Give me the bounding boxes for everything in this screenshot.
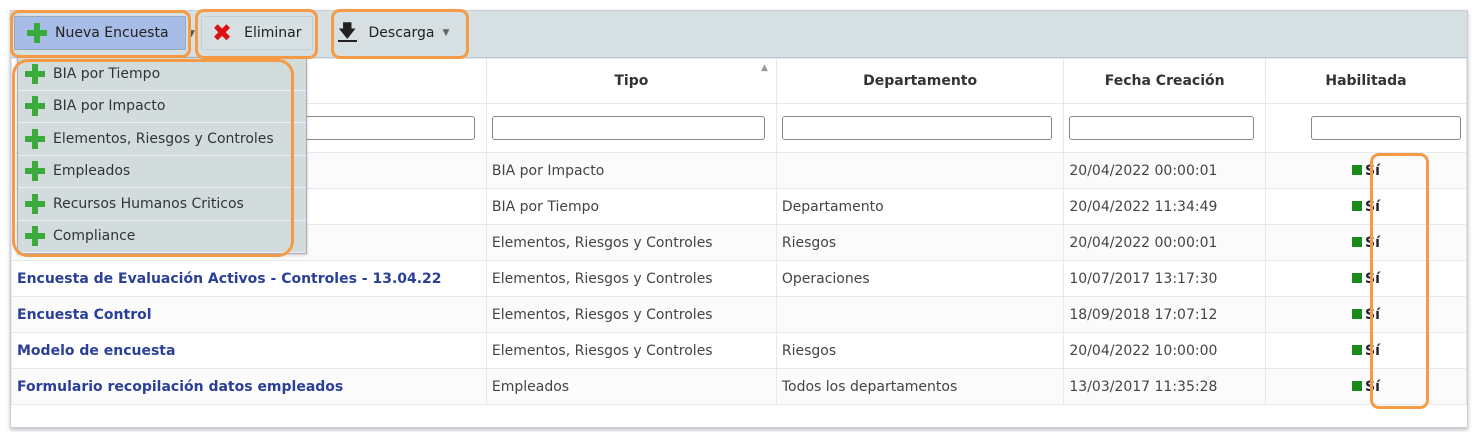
plus-icon xyxy=(25,96,45,117)
survey-name-link[interactable]: Encuesta Control xyxy=(11,296,487,333)
habilitada-cell: Sí xyxy=(1264,188,1467,225)
table-row[interactable]: Formulario recopilación datos empleados … xyxy=(11,368,1467,405)
plus-icon xyxy=(25,63,45,84)
fecha-cell: 20/04/2022 00:00:01 xyxy=(1063,224,1266,261)
menu-item-label: Compliance xyxy=(53,228,136,245)
menu-item-label: Elementos, Riesgos y Controles xyxy=(53,130,274,147)
download-icon: 🡇 xyxy=(338,21,357,42)
enabled-label: Sí xyxy=(1365,342,1380,359)
fecha-cell: 13/03/2017 11:35:28 xyxy=(1063,368,1266,405)
close-icon: ✖ xyxy=(212,19,233,47)
departamento-cell: Operaciones xyxy=(775,260,1065,297)
plus-icon xyxy=(25,161,45,182)
delete-label: Eliminar xyxy=(244,25,302,41)
plus-icon xyxy=(25,193,45,214)
filter-departamento-input[interactable] xyxy=(781,116,1053,140)
enabled-label: Sí xyxy=(1365,306,1380,323)
menu-item[interactable]: BIA por Impacto xyxy=(18,91,306,123)
menu-item-label: BIA por Impacto xyxy=(53,98,166,115)
departamento-cell: Riesgos xyxy=(775,224,1065,261)
plus-icon xyxy=(25,128,45,149)
chevron-down-icon: ▼ xyxy=(442,28,450,38)
enabled-label: Sí xyxy=(1365,162,1380,179)
menu-item-label: Recursos Humanos Criticos xyxy=(53,195,244,212)
enabled-label: Sí xyxy=(1365,234,1380,251)
filter-tipo-input[interactable] xyxy=(491,116,765,140)
filter-fecha-cell xyxy=(1063,103,1266,153)
filter-hab-cell xyxy=(1264,103,1467,153)
tipo-label: Tipo xyxy=(614,73,649,89)
enabled-label: Sí xyxy=(1365,198,1380,215)
delete-button[interactable]: ✖ Eliminar xyxy=(201,16,313,50)
departamento-cell xyxy=(775,296,1065,333)
new-survey-dropdown-arrow[interactable]: ▼ xyxy=(188,29,195,39)
table-row[interactable]: Encuesta de Evaluación Activos - Control… xyxy=(11,260,1467,297)
survey-name-link[interactable]: Encuesta de Evaluación Activos - Control… xyxy=(11,260,487,297)
filter-tipo-cell xyxy=(485,103,777,153)
tipo-cell: Empleados xyxy=(485,368,777,405)
new-survey-label: Nueva Encuesta xyxy=(55,25,169,41)
enabled-status-icon xyxy=(1352,308,1363,319)
sort-asc-icon: ▲ xyxy=(760,63,768,73)
download-label: Descarga xyxy=(368,25,435,41)
plus-icon xyxy=(27,23,47,43)
habilitada-cell: Sí xyxy=(1264,368,1467,405)
fecha-cell: 20/04/2022 11:34:49 xyxy=(1063,188,1266,225)
table-row[interactable]: Encuesta Control Elementos, Riesgos y Co… xyxy=(11,296,1467,333)
menu-item[interactable]: Compliance xyxy=(18,221,306,253)
menu-item[interactable]: Empleados xyxy=(18,156,306,188)
filter-dep-cell xyxy=(775,103,1065,153)
plus-icon xyxy=(25,226,45,247)
menu-item-label: Empleados xyxy=(53,163,131,180)
enabled-status-icon xyxy=(1352,164,1363,175)
habilitada-cell: Sí xyxy=(1264,332,1467,369)
toolbar: Nueva Encuesta ▼ ✖ Eliminar 🡇 Descarga ▼ xyxy=(11,11,1467,60)
habilitada-cell: Sí xyxy=(1264,296,1467,333)
table-row[interactable]: Modelo de encuesta Elementos, Riesgos y … xyxy=(11,332,1467,369)
enabled-label: Sí xyxy=(1365,378,1380,395)
tipo-cell: Elementos, Riesgos y Controles xyxy=(485,296,777,333)
filter-habilitada-input[interactable] xyxy=(1310,116,1461,140)
habilitada-cell: Sí xyxy=(1264,260,1467,297)
fecha-cell: 10/07/2017 13:17:30 xyxy=(1063,260,1266,297)
col-header-tipo[interactable]: Tipo ▲ xyxy=(485,58,777,104)
tipo-cell: Elementos, Riesgos y Controles xyxy=(485,332,777,369)
enabled-label: Sí xyxy=(1365,270,1380,287)
col-header-departamento[interactable]: Departamento xyxy=(775,58,1065,104)
habilitada-cell: Sí xyxy=(1264,152,1467,189)
enabled-status-icon xyxy=(1352,344,1363,355)
tipo-cell: BIA por Tiempo xyxy=(485,188,777,225)
enabled-status-icon xyxy=(1352,380,1363,391)
tipo-cell: Elementos, Riesgos y Controles xyxy=(485,260,777,297)
departamento-cell: Departamento xyxy=(775,188,1065,225)
new-survey-button[interactable]: Nueva Encuesta xyxy=(14,16,186,50)
fecha-cell: 18/09/2018 17:07:12 xyxy=(1063,296,1266,333)
departamento-cell xyxy=(775,152,1065,189)
departamento-cell: Riesgos xyxy=(775,332,1065,369)
menu-item-label: BIA por Tiempo xyxy=(53,65,161,82)
menu-item[interactable]: Elementos, Riesgos y Controles xyxy=(18,123,306,156)
filter-fecha-input[interactable] xyxy=(1069,116,1254,140)
tipo-cell: Elementos, Riesgos y Controles xyxy=(485,224,777,261)
menu-item[interactable]: Recursos Humanos Criticos xyxy=(18,188,306,221)
departamento-cell: Todos los departamentos xyxy=(775,368,1065,405)
menu-item[interactable]: BIA por Tiempo xyxy=(18,58,306,91)
download-button[interactable]: 🡇 Descarga ▼ xyxy=(334,16,470,50)
tipo-cell: BIA por Impacto xyxy=(485,152,777,189)
survey-name-link[interactable]: Modelo de encuesta xyxy=(11,332,487,369)
fecha-cell: 20/04/2022 00:00:01 xyxy=(1063,152,1266,189)
enabled-status-icon xyxy=(1352,272,1363,283)
enabled-status-icon xyxy=(1352,200,1363,211)
fecha-cell: 20/04/2022 10:00:00 xyxy=(1063,332,1266,369)
habilitada-cell: Sí xyxy=(1264,224,1467,261)
col-header-fecha[interactable]: Fecha Creación xyxy=(1063,58,1266,104)
new-survey-menu: BIA por Tiempo BIA por Impacto Elementos, … xyxy=(17,57,307,254)
survey-name-link[interactable]: Formulario recopilación datos empleados xyxy=(11,368,487,405)
col-header-habilitada[interactable]: Habilitada xyxy=(1264,58,1467,104)
empty-row xyxy=(12,405,1467,424)
enabled-status-icon xyxy=(1352,236,1363,247)
